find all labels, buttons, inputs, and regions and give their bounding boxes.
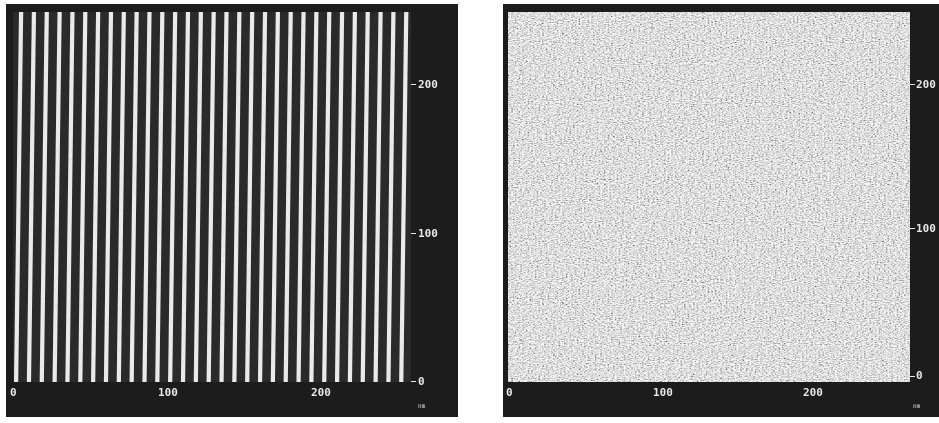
stripe-line (386, 12, 396, 382)
stripe-line (26, 12, 37, 382)
stripe-line (219, 12, 229, 382)
stripe-line (91, 12, 101, 382)
y-tick-mark (910, 376, 915, 377)
stripe-line (65, 12, 75, 382)
stripe-line (347, 12, 358, 382)
stripe-line (373, 12, 383, 382)
stripe-line (283, 12, 293, 382)
stripe-line (309, 12, 319, 382)
y-tick-mark (411, 84, 416, 85)
stripe-line (168, 12, 178, 382)
stripe-line (78, 12, 88, 382)
y-tick-label: 200 (418, 78, 438, 91)
stripe-line (206, 12, 216, 382)
stripe-line (142, 12, 152, 382)
y-tick-mark (411, 381, 416, 382)
stripe-pattern-scan (13, 12, 411, 382)
stripe-line (52, 12, 62, 382)
stripe-line (334, 12, 345, 382)
y-tick-label: 200 (916, 78, 936, 91)
right-scan-panel: 200 100 0 0 100 200 nm (503, 4, 939, 417)
stripe-line (322, 12, 332, 382)
y-tick-mark (910, 84, 915, 85)
x-tick-label: 200 (311, 386, 331, 399)
stripe-line (399, 12, 409, 382)
y-tick-label: 0 (418, 375, 425, 388)
left-scan-panel: 200 100 0 0 100 200 nm (6, 4, 458, 417)
stripe-line (360, 12, 370, 382)
stripe-line (129, 12, 139, 382)
stripe-line (39, 12, 49, 382)
stripe-line (103, 12, 114, 382)
stripe-line (155, 12, 165, 382)
y-tick-mark (411, 233, 416, 234)
x-tick-label: 100 (653, 386, 673, 399)
stripe-line (193, 12, 203, 382)
axis-unit-label: nm (418, 403, 426, 410)
x-tick-label: 100 (158, 386, 178, 399)
stripe-line (180, 12, 191, 382)
stripe-line (296, 12, 306, 382)
x-tick-label: 0 (506, 386, 513, 399)
stripe-line (232, 12, 242, 382)
x-tick-label: 200 (803, 386, 823, 399)
y-tick-label: 100 (418, 227, 438, 240)
stripe-line (116, 12, 126, 382)
axis-unit-label: nm (913, 403, 921, 410)
y-tick-label: 0 (916, 369, 923, 382)
stripe-line (245, 12, 255, 382)
stripe-line (257, 12, 268, 382)
random-texture-scan (508, 12, 910, 382)
stripe-line (14, 12, 24, 382)
y-tick-label: 100 (916, 222, 936, 235)
stripe-line (270, 12, 280, 382)
x-tick-label: 0 (10, 386, 17, 399)
y-tick-mark (910, 228, 915, 229)
